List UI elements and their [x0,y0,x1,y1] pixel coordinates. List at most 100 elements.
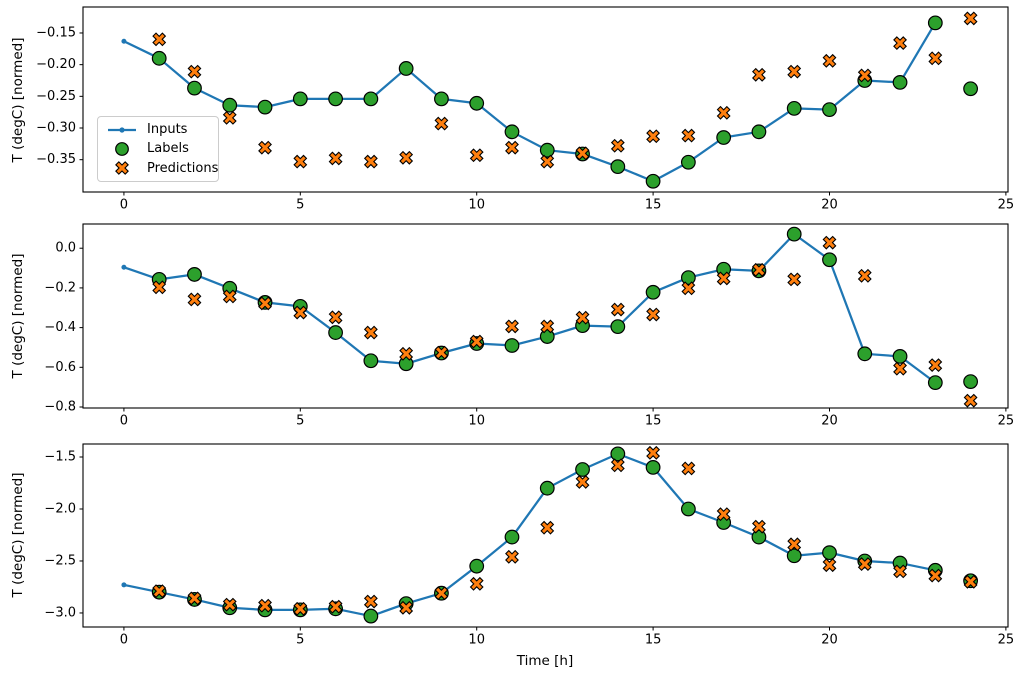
x-tick-label: 5 [296,197,304,212]
x-tick-label: 25 [998,413,1015,428]
legend: Inputs Labels Predictions [97,116,219,182]
x-tick-label: 5 [296,632,304,647]
labels-marker [292,91,308,107]
labels-marker [363,353,379,369]
predictions-marker [363,154,378,169]
predictions-marker [646,307,661,322]
predictions-marker [187,591,202,606]
labels-marker [610,319,626,335]
labels-marker [892,348,908,364]
predictions-marker [787,272,802,287]
predictions-marker [752,67,766,82]
labels-marker [363,91,379,107]
y-axis-label-subplot-1: T (degC) [normed] [10,37,26,163]
x-tick-label: 0 [120,197,128,212]
predictions-marker [963,574,978,589]
predictions-marker [681,128,696,143]
predictions-marker [469,576,484,591]
labels-marker [680,270,696,285]
labels-marker [645,284,661,300]
inputs-marker [121,264,127,270]
predictions-marker [575,146,590,161]
predictions-marker [152,280,167,295]
labels-marker [504,529,520,545]
inputs-line [122,21,937,183]
y-tick-label: −1.5 [44,449,76,464]
predictions-marker [575,475,590,489]
predictions-marker [575,310,590,325]
predictions-marker [328,310,343,325]
labels-marker [751,124,767,140]
y-tick-label: −0.6 [44,360,76,375]
x-tick-label: 0 [120,632,128,647]
x-axis-label: Time [h] [516,653,574,669]
labels-marker [610,159,626,175]
labels-marker [645,173,661,189]
inputs-line [122,452,937,618]
inputs-marker [121,38,127,44]
x-tick-label: 25 [998,632,1015,647]
inputs-marker [121,582,127,588]
predictions-marker [505,140,519,155]
x-tick-label: 15 [645,197,662,212]
inputs-line [122,232,937,384]
x-tick-label: 5 [296,413,304,428]
x-tick-label: 15 [645,413,662,428]
labels-marker [434,91,449,107]
axes-frame [82,223,1009,409]
predictions-marker [787,64,802,79]
legend-label-predictions: Predictions [147,160,219,176]
predictions-marker [399,346,414,361]
labels-marker [786,548,802,564]
labels-circle-icon [115,142,129,156]
predictions-marker [610,302,625,317]
x-tick-label: 20 [821,413,838,428]
labels-marker [328,325,343,340]
x-tick-label: 25 [998,197,1015,212]
predictions-marker [187,64,202,79]
predictions-marker [505,549,519,564]
predictions-marker [328,151,343,166]
predictions-marker [434,586,449,601]
legend-item-labels: Labels [106,141,212,157]
predictions-marker [363,325,378,340]
labels-marker [716,130,732,145]
labels-marker [680,501,696,517]
predictions-marker [610,458,625,473]
y-tick-label: −0.15 [36,25,76,40]
labels-marker [963,374,979,390]
predictions-marker [222,597,237,612]
labels-marker [328,91,343,107]
predictions-marker [258,598,272,613]
y-tick-label: −0.35 [36,152,76,167]
labels-marker [187,80,202,96]
labels-marker [504,338,520,353]
labels-marker [539,329,555,344]
predictions-marker [857,557,872,572]
predictions-marker [152,32,167,47]
labels-marker [363,608,379,624]
y-tick-label: −0.20 [36,57,76,72]
labels-marker [857,346,873,362]
y-tick-label: −2.0 [44,501,76,516]
predictions-marker [152,584,167,599]
predictions-marker [716,271,731,286]
labels-marker [151,50,167,66]
labels-marker [751,529,767,545]
predictions-marker [293,601,308,616]
predictions-marker [787,537,802,552]
predictions-marker [363,594,378,609]
predictions-marker [399,600,414,615]
subplot-2: 0 5 10 15 20 25 0.0 −0.2 −0.4 −0.6 −0.8 [44,223,1015,428]
predictions-marker [222,289,237,304]
predictions-marker [822,558,837,573]
labels-marker [786,226,802,242]
y-tick-label: −3.0 [44,605,76,620]
x-tick-label: 15 [645,632,662,647]
labels-marker [504,124,520,140]
legend-label-inputs: Inputs [147,122,188,138]
predictions-marker [963,11,978,26]
y-tick-label: −0.8 [44,400,76,415]
predictions-marker [540,520,555,535]
